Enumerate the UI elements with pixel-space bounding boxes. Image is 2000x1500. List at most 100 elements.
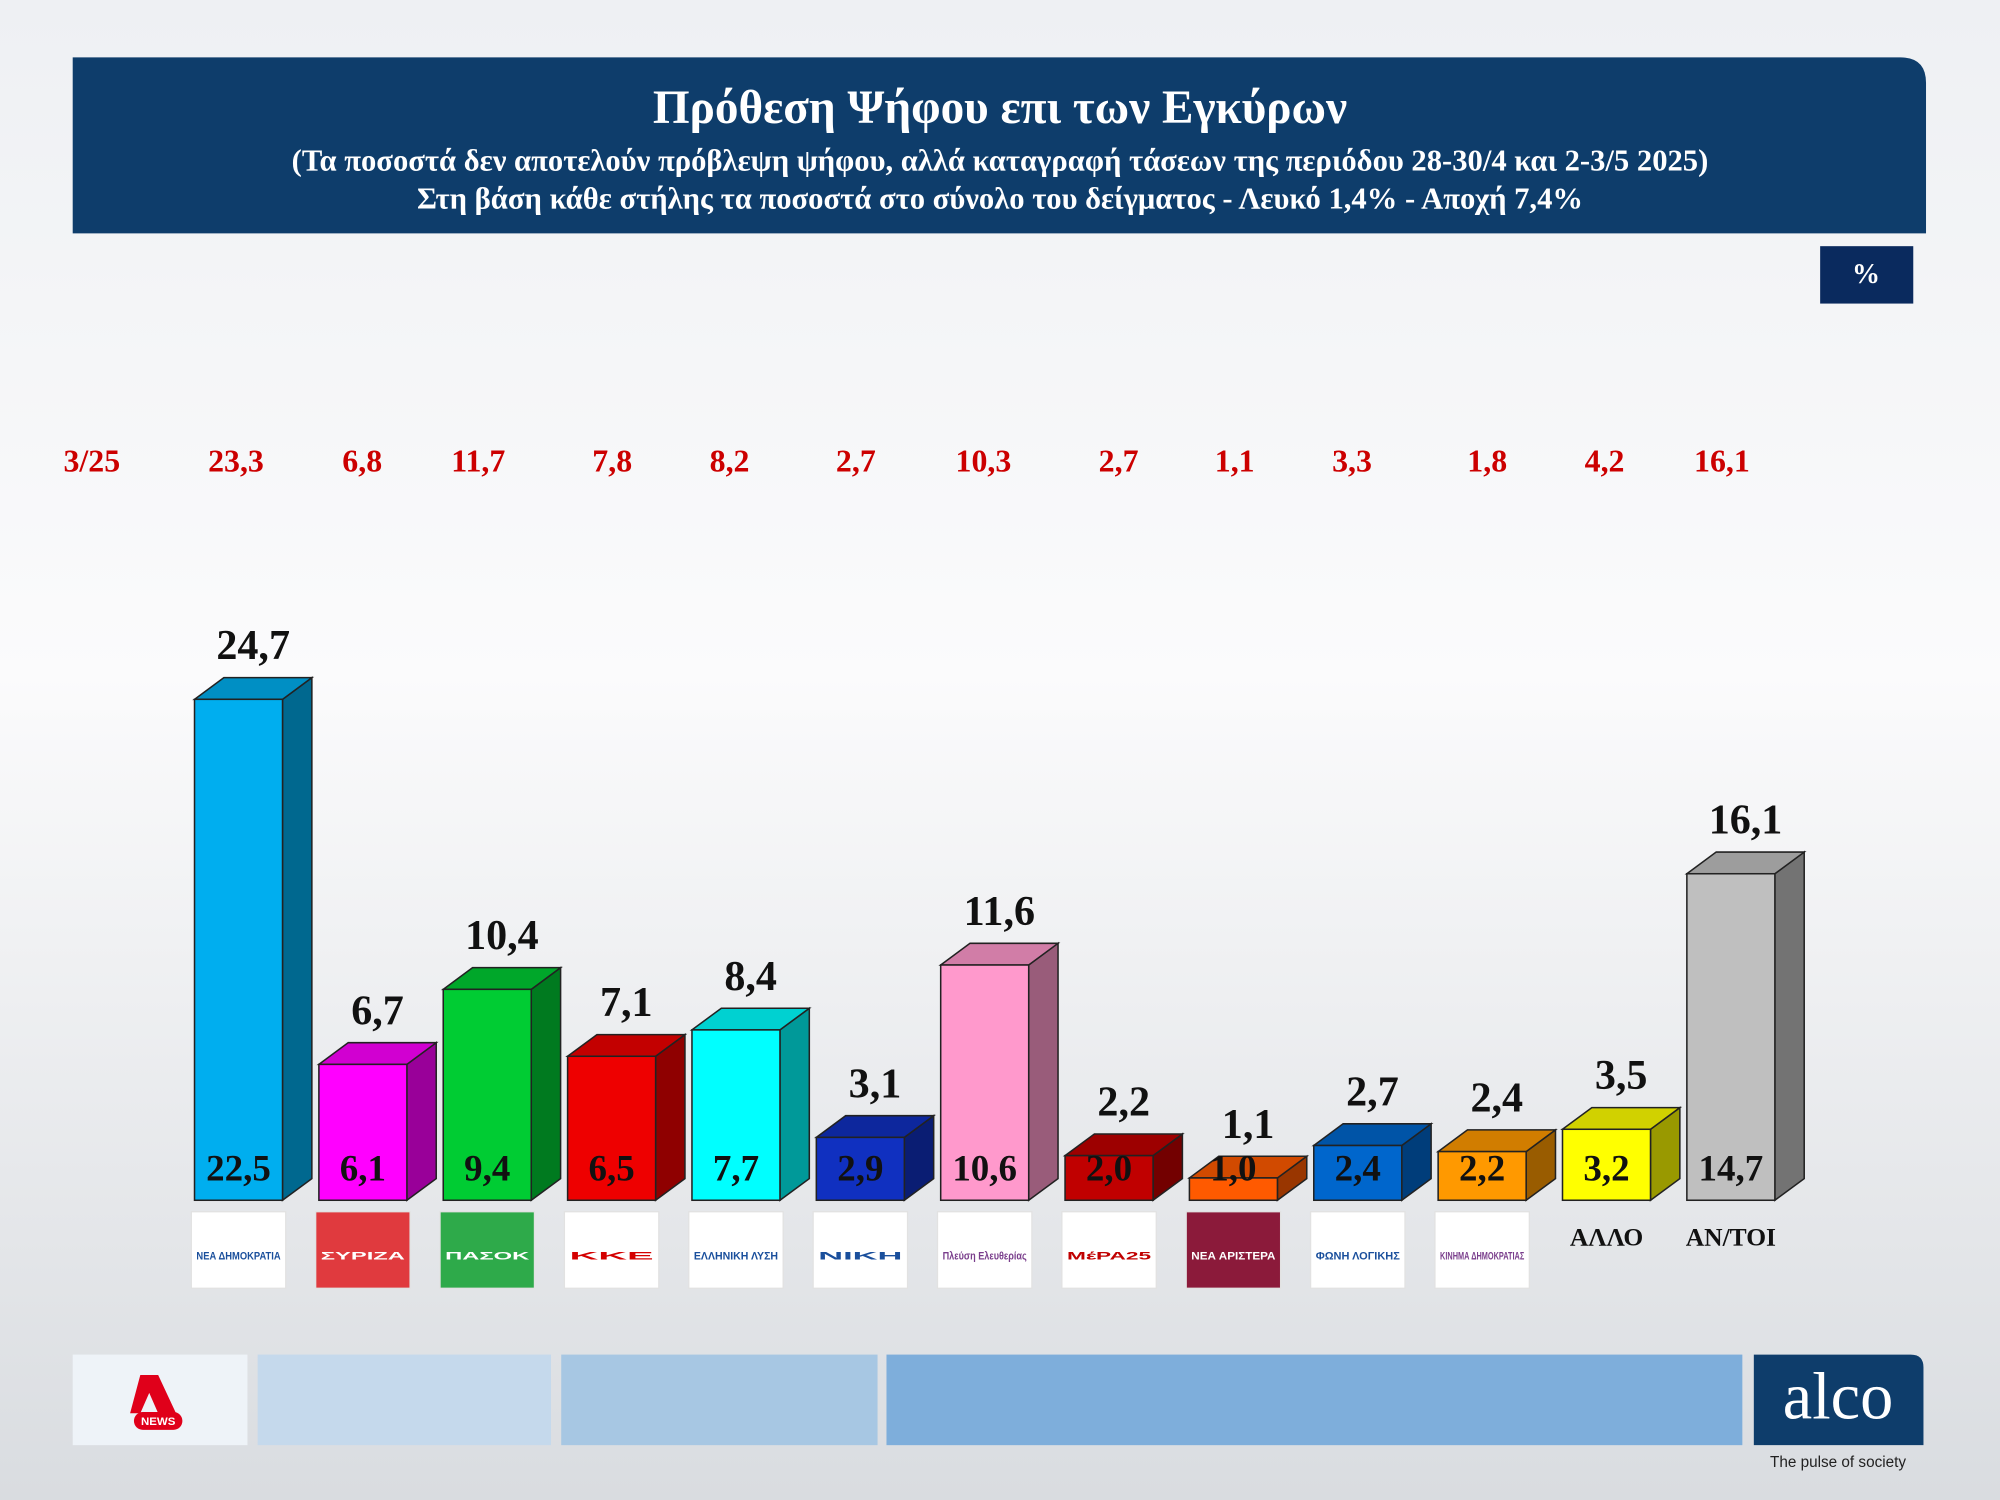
x-tick-label: ΚΙΝΗΜΑ ΔΗΜΟΚΡΑΤΙΑΣ bbox=[1440, 1250, 1524, 1262]
bar-side bbox=[281, 676, 313, 1202]
x-tick-label: ΝΙΚΗ bbox=[818, 1250, 902, 1262]
x-tick-label: ΣΥΡΙΖΑ bbox=[321, 1250, 405, 1262]
x-tick-label: ΑΛΛΟ bbox=[1570, 1223, 1643, 1252]
bar-side bbox=[654, 1033, 686, 1202]
sample-value-label: 9,4 bbox=[464, 1148, 510, 1189]
party-logo bbox=[563, 1211, 660, 1289]
previous-value: 11,7 bbox=[451, 444, 505, 479]
bar bbox=[1437, 1150, 1527, 1202]
sample-value-label: 3,2 bbox=[1583, 1148, 1629, 1189]
channel-name: NEWS bbox=[141, 1416, 176, 1428]
x-tick-label: ΝΕΑ ΑΡΙΣΤΕΡΑ bbox=[1191, 1250, 1275, 1262]
bar-side bbox=[1027, 941, 1059, 1202]
value-label: 3,5 bbox=[1595, 1052, 1648, 1099]
x-tick-label: ΝΕΑ ΔΗΜΟΚΡΑΤΙΑ bbox=[196, 1250, 280, 1262]
bar bbox=[1686, 872, 1776, 1202]
party-logo bbox=[190, 1211, 287, 1289]
value-label: 8,4 bbox=[724, 953, 777, 1000]
previous-value: 2,7 bbox=[1099, 444, 1139, 479]
previous-value: 1,8 bbox=[1467, 444, 1507, 479]
brand-tagline: The pulse of society bbox=[1770, 1454, 1906, 1471]
x-tick-label: ΠΑΣΟΚ bbox=[445, 1250, 531, 1262]
sample-value-label: 2,9 bbox=[837, 1148, 883, 1189]
x-tick-label: ΚΚΕ bbox=[570, 1250, 655, 1262]
header-band bbox=[72, 57, 1927, 234]
chart-title: Πρόθεση Ψήφου επι των Εγκύρων bbox=[653, 82, 1347, 134]
party-logo bbox=[936, 1211, 1033, 1289]
sample-value-label: 2,2 bbox=[1459, 1148, 1505, 1189]
chart-subtitle: Στη βάση κάθε στήλης τα ποσοστά στο σύνο… bbox=[417, 182, 1583, 216]
sample-value-label: 6,5 bbox=[588, 1148, 634, 1189]
x-tick-label: Πλεύση Ελευθερίας bbox=[943, 1250, 1027, 1262]
party-logo bbox=[1434, 1211, 1530, 1289]
previous-value: 4,2 bbox=[1585, 444, 1625, 479]
sample-value-label: 7,7 bbox=[713, 1148, 759, 1189]
brand-box bbox=[1753, 1354, 1924, 1446]
bar bbox=[566, 1055, 657, 1202]
value-label: 2,7 bbox=[1346, 1068, 1399, 1115]
bar bbox=[815, 1136, 906, 1202]
sample-value-label: 10,6 bbox=[952, 1148, 1017, 1189]
unit-box bbox=[1820, 246, 1914, 304]
party-logo bbox=[688, 1211, 784, 1289]
previous-value: 16,1 bbox=[1694, 444, 1750, 479]
bar bbox=[318, 1063, 408, 1202]
x-tick-label: ΜέΡΑ25 bbox=[1067, 1250, 1152, 1262]
value-label: 11,6 bbox=[964, 888, 1035, 935]
previous-label: 3/25 bbox=[64, 444, 121, 479]
value-label: 2,2 bbox=[1097, 1079, 1150, 1126]
bar bbox=[1561, 1128, 1652, 1202]
bar-side bbox=[406, 1041, 437, 1202]
previous-value: 1,1 bbox=[1215, 444, 1255, 479]
bar-side bbox=[530, 966, 562, 1202]
party-logo bbox=[315, 1211, 411, 1289]
x-tick-label: ΦΩΝΗ ΛΟΓΙΚΗΣ bbox=[1316, 1250, 1400, 1262]
previous-value: 10,3 bbox=[956, 444, 1012, 479]
bar bbox=[442, 988, 533, 1202]
chart-subtitle: (Τα ποσοστά δεν αποτελούν πρόβλεψη ψήφου… bbox=[292, 143, 1709, 177]
value-label: 2,4 bbox=[1471, 1074, 1524, 1121]
party-logo bbox=[812, 1211, 909, 1289]
value-label: 6,7 bbox=[351, 987, 404, 1034]
value-label: 7,1 bbox=[600, 979, 653, 1026]
bar bbox=[1064, 1154, 1154, 1202]
sample-value-label: 2,4 bbox=[1335, 1148, 1381, 1189]
x-tick-label: ΕΛΛΗΝΙΚΗ ΛΥΣΗ bbox=[694, 1250, 778, 1262]
bar bbox=[1313, 1144, 1403, 1202]
footer-box bbox=[886, 1354, 1743, 1446]
bar-side bbox=[779, 1006, 811, 1202]
previous-value: 23,3 bbox=[208, 444, 264, 479]
sample-value-label: 2,0 bbox=[1086, 1148, 1132, 1189]
previous-value: 7,8 bbox=[592, 444, 632, 479]
bar-side bbox=[1774, 850, 1805, 1202]
sample-value-label: 14,7 bbox=[1699, 1148, 1764, 1189]
party-logo bbox=[1185, 1211, 1282, 1289]
value-label: 24,7 bbox=[216, 622, 290, 669]
channel-badge bbox=[133, 1411, 183, 1430]
party-logo bbox=[439, 1211, 536, 1289]
value-label: 1,1 bbox=[1222, 1101, 1275, 1148]
previous-value: 2,7 bbox=[836, 444, 876, 479]
party-logo bbox=[1061, 1211, 1157, 1289]
value-label: 16,1 bbox=[1709, 797, 1783, 844]
sample-value-label: 1,0 bbox=[1210, 1148, 1256, 1189]
sample-value-label: 6,1 bbox=[340, 1148, 386, 1189]
bar bbox=[691, 1029, 781, 1202]
sample-value-label: 22,5 bbox=[206, 1148, 271, 1189]
previous-value: 8,2 bbox=[710, 444, 750, 479]
unit-label: % bbox=[1852, 259, 1880, 290]
bar bbox=[193, 698, 284, 1202]
party-logo bbox=[1309, 1211, 1406, 1289]
bar bbox=[1188, 1177, 1279, 1202]
bar bbox=[939, 964, 1030, 1202]
value-label: 10,4 bbox=[465, 912, 539, 959]
x-tick-label: ΑΝ/ΤΟΙ bbox=[1686, 1223, 1776, 1252]
footer-box bbox=[257, 1354, 552, 1446]
value-label: 3,1 bbox=[849, 1060, 902, 1107]
channel-logo bbox=[130, 1375, 177, 1414]
footer-box bbox=[561, 1354, 878, 1446]
previous-value: 3,3 bbox=[1332, 444, 1372, 479]
